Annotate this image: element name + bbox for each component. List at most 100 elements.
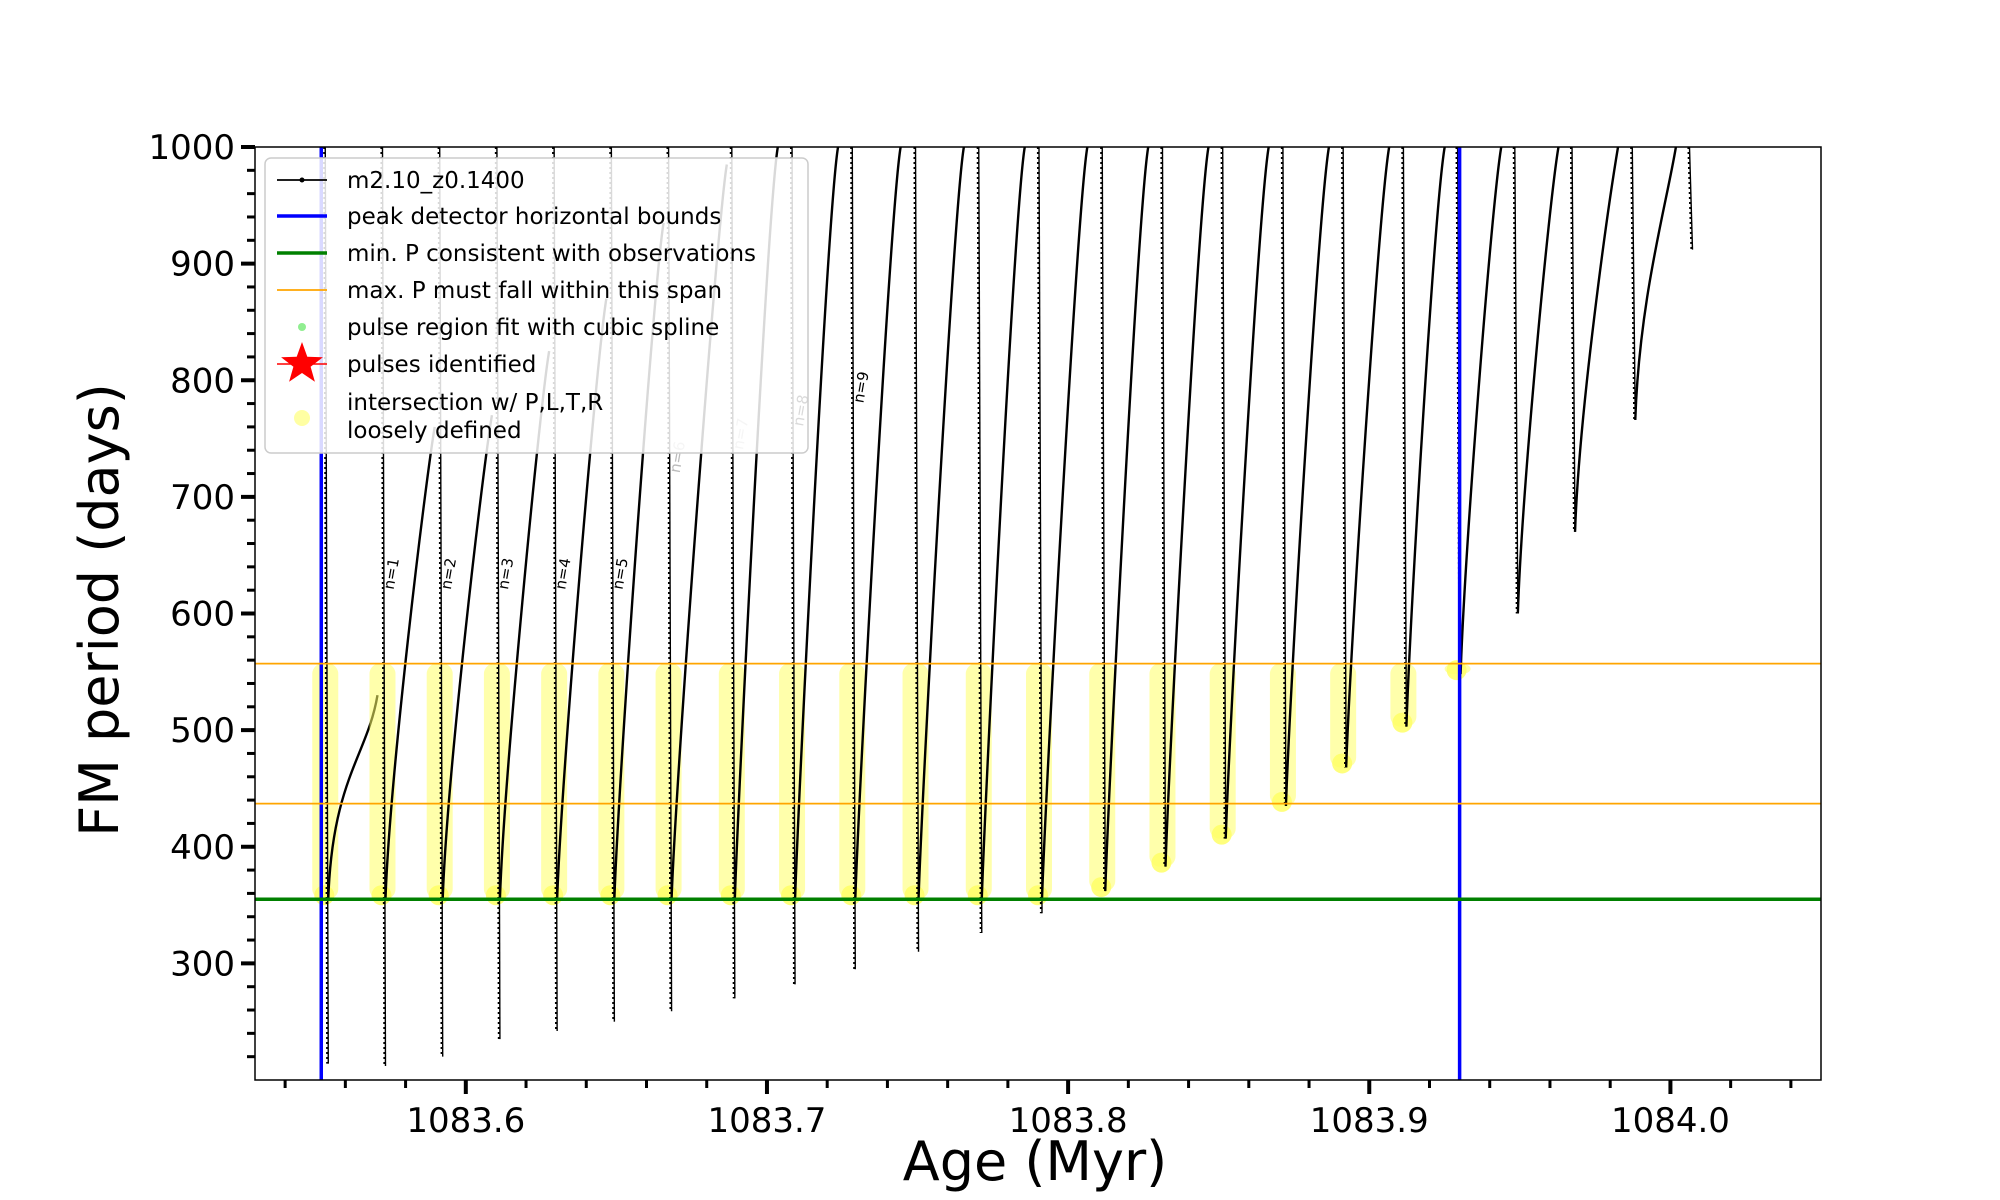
pulse-descent (380, 147, 386, 1067)
intersection-marker (371, 885, 392, 906)
reference-lines (255, 147, 1821, 1080)
pulse-descent (666, 147, 672, 1012)
pulse-descent (552, 147, 558, 1032)
pulse-descent-line (978, 147, 983, 934)
pulse-rise (1284, 147, 1331, 806)
intersection-marker (1332, 753, 1353, 774)
intersection-marker (657, 885, 678, 906)
legend-label-line2: loosely defined (347, 418, 522, 444)
legend-label: pulse region fit with cubic spline (347, 315, 719, 341)
intersection-marker (904, 885, 925, 906)
pulse-descent-line (1222, 147, 1227, 839)
pulse-rise (1104, 147, 1150, 892)
pulse-descent (913, 147, 919, 952)
legend-label: intersection w/ P,L,T,R (347, 390, 603, 416)
pulse-descent (1401, 147, 1407, 727)
pulse-rise (1634, 147, 1678, 420)
intersection-band (312, 663, 339, 900)
pulse-label-n=1: n=1 (380, 557, 403, 591)
pulse-group-22 (1569, 147, 1620, 532)
x-axis-label: Age (Myr) (903, 1130, 1168, 1193)
x-tick-label: 1083.8 (1009, 1101, 1128, 1141)
intersection-marker (428, 885, 449, 906)
pulse-descent-line (1631, 147, 1636, 420)
pulse-descent (1630, 147, 1636, 420)
intersection-band (1390, 663, 1417, 727)
pulse-rise (1040, 147, 1089, 900)
intersection-marker (781, 885, 802, 906)
pulse-group-23 (1630, 147, 1678, 420)
intersection-marker (1151, 852, 1172, 873)
pulse-descent (850, 147, 856, 970)
pulse-group-17 (1269, 147, 1331, 812)
pulse-rise (1405, 147, 1446, 727)
legend-item-1: m2.10_z0.1400 (277, 168, 525, 194)
intersection-band (1209, 663, 1236, 839)
pulse-group-16 (1209, 147, 1270, 845)
pulse-rise (980, 147, 1026, 900)
intersection-marker (600, 885, 621, 906)
pulse-rise (917, 147, 966, 900)
intersection-marker (1392, 712, 1413, 733)
pulse-group-9: n=8 (779, 147, 840, 985)
pulse-group-19 (1390, 147, 1446, 733)
legend-dot-icon (299, 177, 305, 183)
pulse-descent (1341, 147, 1347, 768)
intersection-band (779, 663, 806, 900)
y-tick-label: 700 (170, 478, 235, 518)
x-tick-label: 1083.9 (1310, 1101, 1429, 1141)
intersection-band (1149, 663, 1176, 867)
legend-label: max. P must fall within this span (347, 278, 722, 304)
pulse-label-n=4: n=4 (551, 557, 574, 591)
y-tick-label: 300 (170, 944, 235, 984)
pulse-descent-line (914, 147, 920, 952)
pulse-descent-line (1571, 147, 1576, 532)
pulse-rise (1224, 147, 1270, 839)
pulse-descent-line (1101, 147, 1106, 892)
legend-item-3: min. P consistent with observations (277, 241, 756, 267)
legend-star-icon (281, 342, 323, 382)
legend-dot-icon (298, 323, 306, 331)
pulse-label-n=2: n=2 (437, 557, 460, 591)
pulse-group-21 (1512, 147, 1560, 614)
y-tick-label: 500 (170, 711, 235, 751)
pulse-descent-line (1038, 147, 1043, 914)
pulse-descent (1569, 147, 1576, 532)
legend-item-4: max. P must fall within this span (277, 278, 722, 304)
pulse-rise (1344, 147, 1391, 768)
pulse-group-13 (1026, 147, 1089, 914)
pulse-descent (1687, 147, 1693, 250)
x-tick-label: 1084.0 (1611, 1101, 1730, 1141)
y-axis-label: FM period (days) (68, 383, 131, 837)
pulse-descent-line (851, 147, 856, 970)
pulse-descent-line (1161, 147, 1167, 867)
intersection-marker (485, 885, 506, 906)
pulse-descent (1220, 147, 1226, 839)
pulse-group-24 (1687, 147, 1694, 250)
intersection-band (1269, 663, 1296, 806)
intersection-marker (720, 885, 741, 906)
intersection-marker (543, 885, 564, 906)
legend-label: m2.10_z0.1400 (347, 168, 525, 194)
legend-label: min. P consistent with observations (347, 241, 756, 267)
y-tick-label: 800 (170, 361, 235, 401)
legend-item-6: pulses identified (277, 342, 536, 382)
intersection-band (1089, 663, 1116, 892)
intersection-marker (1091, 877, 1112, 898)
intersection-marker (967, 885, 988, 906)
y-tick-label: 900 (170, 245, 235, 285)
pulse-label-n=5: n=5 (609, 557, 632, 591)
y-tick-label: 600 (170, 595, 235, 635)
pulse-rise (854, 147, 902, 900)
intersection-marker (1211, 824, 1232, 845)
pulse-descent-line (1282, 147, 1287, 806)
pulse-rise (1459, 147, 1503, 675)
legend-item-5: pulse region fit with cubic spline (298, 315, 719, 341)
x-tick-label: 1083.7 (707, 1101, 826, 1141)
legend-label: pulses identified (347, 352, 536, 378)
legend-circle-icon (294, 410, 310, 426)
pulse-descent (494, 147, 501, 1040)
